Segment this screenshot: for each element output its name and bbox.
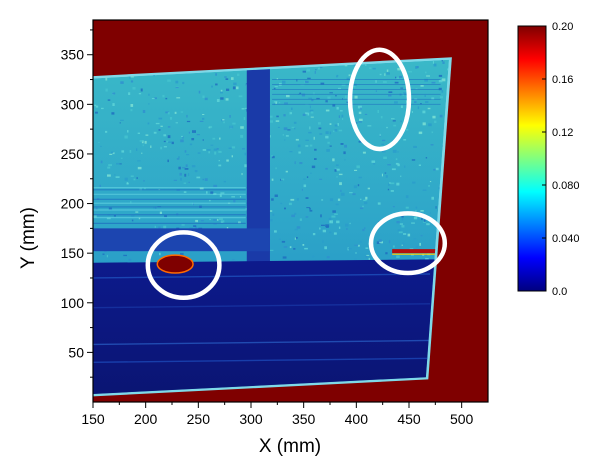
annotation-circle-2 [347,47,412,152]
horizontal-stiffener [93,228,270,252]
specimen-field [93,59,449,395]
annotation-circle-3 [368,211,448,276]
x-tick-label: 250 [187,411,211,427]
colorbar-ticks: 0.20 0.16 0.12 0.080 0.040 0.0 [542,21,580,298]
x-axis-label: X (mm) [259,436,321,457]
speckle-texture [93,59,449,266]
colorbar-tick-label: 0.040 [552,233,580,245]
x-axis: 150 200 250 300 350 400 450 500 [81,402,474,427]
plot-area [93,47,452,397]
y-axis: 50 100 150 200 250 300 350 [61,29,93,378]
colorbar-tick-label: 0.12 [552,127,573,139]
y-axis-label: Y (mm) [18,207,39,269]
plot-frame [92,19,489,403]
vertical-stiffener [246,59,270,264]
colorbar-tick-label: 0.0 [552,286,567,298]
y-tick-label: 100 [61,295,85,311]
x-tick-label: 200 [134,411,158,427]
colorbar [517,25,547,292]
annotation-circle-1 [145,230,222,301]
colorbar-tick-label: 0.16 [552,74,573,86]
y-tick-label: 300 [61,96,85,112]
annotation-circles [145,47,448,301]
colorbar-tick-label: 0.20 [552,21,573,33]
specimen-lower-region [93,259,449,395]
lower-region-streaks [93,273,431,364]
colorbar-tick-label: 0.080 [552,180,580,192]
x-tick-label: 500 [450,411,474,427]
y-tick-label: 350 [61,47,85,63]
x-tick-label: 300 [239,411,263,427]
x-tick-label: 150 [81,411,105,427]
y-tick-label: 250 [61,146,85,162]
y-tick-label: 150 [61,245,85,261]
y-tick-label: 50 [68,344,84,360]
x-tick-label: 400 [345,411,369,427]
x-tick-label: 450 [397,411,421,427]
defect-hotspot-left [156,254,194,274]
y-tick-label: 200 [61,196,85,212]
x-tick-label: 350 [292,411,316,427]
